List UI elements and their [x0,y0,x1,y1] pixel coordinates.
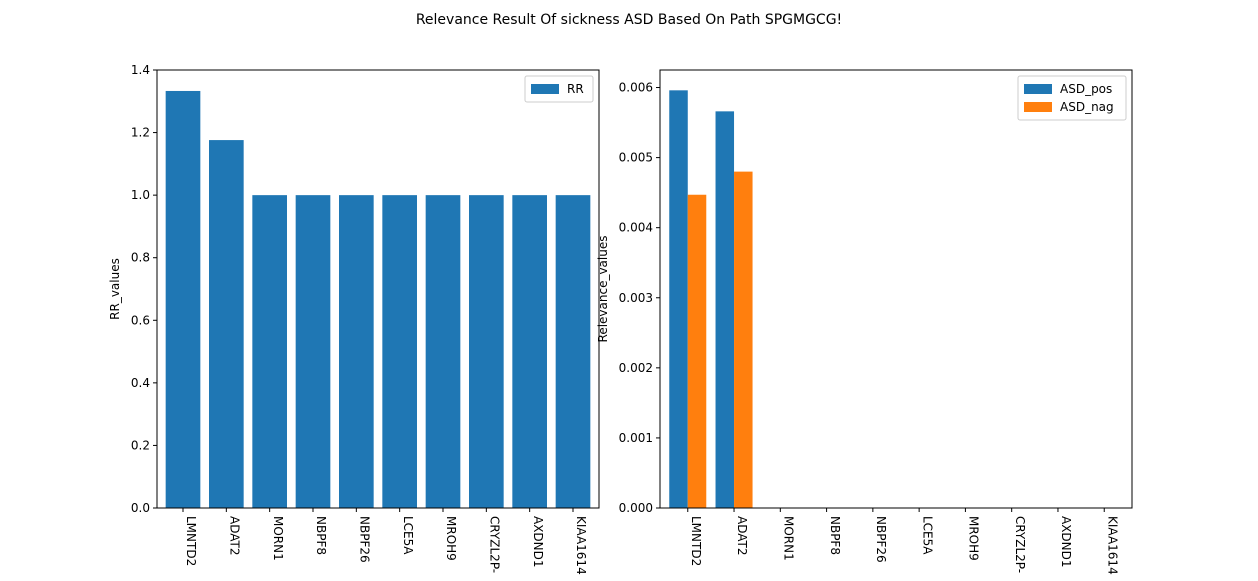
y-tick-label: 0.001 [619,431,653,445]
bar-rr-nbpf8 [295,195,331,508]
x-tick-label: LCE5A [401,516,415,555]
y-tick-label: 0.002 [619,361,653,375]
legend-swatch-asd-pos [1024,84,1052,94]
legend: RR [524,75,594,103]
bar-rr-cryzl2p [469,195,504,508]
x-tick-label: NBPF26 [358,516,372,563]
y-tick-label: 0.8 [131,251,150,265]
y-tick-label: 1.0 [131,188,150,202]
bar-rr-axdnd1 [512,195,547,508]
chart-rr-values: 0.0 0.2 0.4 0.6 0.8 1.0 1.2 1.4 LMNTD2 ADAT2 MORN1… [108,63,600,575]
x-tick-label: KIAA1614 [1105,516,1119,575]
x-tick-label: ADAT2 [735,516,749,555]
legend-label-asd-nag: ASD_nag [1060,100,1114,114]
bar-asd-nag-adat2 [734,171,753,508]
y-tick-label: 0.004 [619,221,653,235]
bar-asd-pos-adat2 [715,111,735,508]
y-tick-label: 1.2 [131,126,150,140]
legend-swatch-rr [531,84,559,94]
bar-rr-nbpf26 [339,195,374,508]
figure-title: Relevance Result Of sickness ASD Based O… [416,12,842,28]
bar-asd-pos-lmntd2 [669,90,688,509]
y-tick-label: 0.6 [131,313,150,327]
x-tick-label: MORN1 [782,516,796,561]
legend-swatch-asd-nag [1024,102,1052,112]
x-tick-label: ADAT2 [228,516,242,555]
y-axis-label: RR_values [108,258,122,320]
x-tick-label: NBPF8 [314,516,328,555]
x-tick-label: AXDND1 [1059,516,1073,568]
x-tick-label: MROH9 [444,516,458,561]
x-tick-label: NBPF26 [874,516,888,563]
bar-rr-morn1 [252,195,287,508]
x-tick-label: MORN1 [271,516,285,561]
x-tick-label: LCE5A [920,516,934,555]
y-tick-label: 0.006 [619,81,653,95]
x-tick-label: CRYZL2P- [488,516,502,573]
y-tick-label: 0.2 [131,438,150,452]
x-tick-label: LMNTD2 [184,516,198,566]
y-tick-label: 0.0 [131,501,150,515]
y-tick-label: 1.4 [131,63,150,77]
x-tick-label: NBPF8 [828,516,842,555]
y-tick-label: 0.005 [619,151,653,165]
y-tick-label: 0.000 [619,501,653,515]
bar-rr-mroh9 [425,195,461,508]
bar-rr-lmntd2 [165,90,201,508]
x-tick-label: KIAA1614 [574,516,588,575]
x-tick-label: MROH9 [967,516,981,561]
legend: ASD_pos ASD_nag [1017,75,1127,121]
x-tick-label: AXDND1 [531,516,545,568]
legend-label-asd-pos: ASD_pos [1060,82,1112,96]
y-tick-label: 0.4 [131,376,150,390]
chart-relevance-values: 0.000 0.001 0.002 0.003 0.004 0.005 0.006 LMNTD… [596,69,1133,575]
y-tick-label: 0.003 [619,291,653,305]
legend-label-rr: RR [567,82,584,96]
bar-rr-kiaa1614 [555,195,591,508]
bar-asd-nag-lmntd2 [687,194,707,508]
axes-frame [156,69,600,509]
y-axis-label: Relevance_values [596,236,610,343]
x-tick-label: LMNTD2 [689,516,703,566]
axes-frame [659,69,1133,509]
bar-rr-lce5a [382,195,417,508]
bar-rr-adat2 [209,140,244,508]
x-tick-label: CRYZL2P- [1013,516,1027,573]
